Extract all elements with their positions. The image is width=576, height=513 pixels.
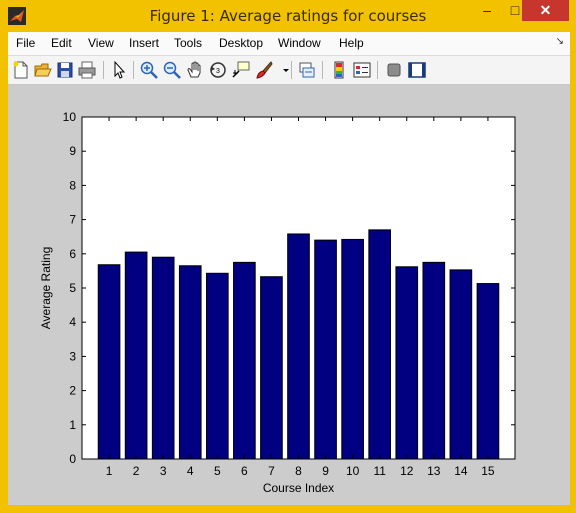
save-icon[interactable] xyxy=(55,60,75,80)
bar xyxy=(234,262,256,459)
bar xyxy=(423,262,445,459)
pan-hand-icon[interactable] xyxy=(185,60,205,80)
bar xyxy=(396,267,418,459)
figure-toolbar: 3 xyxy=(8,56,570,85)
menu-view[interactable]: View xyxy=(88,32,114,55)
x-tick-label: 3 xyxy=(160,464,167,478)
bar xyxy=(369,230,391,459)
toolbar-separator xyxy=(291,61,292,79)
print-icon[interactable] xyxy=(77,60,97,80)
x-tick-label: 5 xyxy=(214,464,221,478)
x-tick-label: 15 xyxy=(481,464,495,478)
menu-window[interactable]: Window xyxy=(278,32,321,55)
menu-tools[interactable]: Tools xyxy=(174,32,202,55)
bar xyxy=(179,266,201,459)
dock-arrow-icon[interactable]: ↘ xyxy=(556,36,564,47)
x-tick-label: 1 xyxy=(106,464,113,478)
toolbar-separator xyxy=(133,61,134,79)
y-tick-label: 2 xyxy=(69,384,76,398)
brush-icon[interactable] xyxy=(254,60,274,80)
title-bar[interactable]: Figure 1: Average ratings for courses – … xyxy=(0,0,576,32)
bar xyxy=(288,234,310,459)
link-plot-icon[interactable] xyxy=(297,60,317,80)
bar xyxy=(125,252,147,459)
toolbar-separator xyxy=(322,61,323,79)
menu-edit[interactable]: Edit xyxy=(51,32,72,55)
x-tick-label: 2 xyxy=(133,464,140,478)
toolbar-separator xyxy=(103,61,104,79)
zoom-out-icon[interactable] xyxy=(162,60,182,80)
open-folder-icon[interactable] xyxy=(33,60,53,80)
x-tick-label: 8 xyxy=(295,464,302,478)
rotate-3d-icon[interactable]: 3 xyxy=(208,60,228,80)
y-tick-label: 8 xyxy=(69,178,76,192)
x-tick-label: 4 xyxy=(187,464,194,478)
bar xyxy=(315,240,337,459)
y-tick-label: 0 xyxy=(69,452,76,466)
y-tick-label: 5 xyxy=(69,281,76,295)
x-axis-label: Course Index xyxy=(263,481,334,495)
y-tick-label: 7 xyxy=(69,213,76,227)
x-tick-label: 11 xyxy=(373,464,386,478)
colorbar-icon[interactable] xyxy=(329,60,349,80)
toolbar-separator xyxy=(377,61,378,79)
bar xyxy=(342,239,364,459)
x-tick-label: 10 xyxy=(346,464,360,478)
figure-canvas: 0 1 2 3 4 5 6 7 8 9 10 1 2 3 4 5 6 7 8 9 10 11 12 13 14 15 Course … xyxy=(8,85,570,505)
bar xyxy=(477,284,499,459)
data-cursor-icon[interactable] xyxy=(231,60,251,80)
menu-bar: File Edit View Insert Tools Desktop Wind… xyxy=(8,32,570,56)
y-tick-label: 1 xyxy=(69,418,76,432)
x-tick-label: 6 xyxy=(241,464,248,478)
menu-help[interactable]: Help xyxy=(339,32,364,55)
menu-insert[interactable]: Insert xyxy=(129,32,159,55)
y-tick-label: 6 xyxy=(69,247,76,261)
svg-text:3: 3 xyxy=(216,68,220,75)
y-tick-label: 9 xyxy=(69,144,76,158)
pointer-arrow-icon[interactable] xyxy=(109,60,129,80)
show-plot-tools-icon[interactable] xyxy=(407,60,427,80)
y-axis-label: Average Rating xyxy=(39,247,53,330)
hide-plot-tools-icon[interactable] xyxy=(384,60,404,80)
menu-desktop[interactable]: Desktop xyxy=(219,32,263,55)
y-tick-label: 4 xyxy=(69,315,76,329)
menu-file[interactable]: File xyxy=(16,32,35,55)
y-tick-label: 10 xyxy=(63,110,77,124)
bar xyxy=(261,277,283,459)
x-tick-label: 9 xyxy=(322,464,329,478)
x-tick-label: 12 xyxy=(400,464,414,478)
x-tick-label: 7 xyxy=(268,464,275,478)
brush-dropdown-icon[interactable] xyxy=(276,60,286,80)
bar xyxy=(152,257,174,459)
bar xyxy=(206,273,228,459)
zoom-in-icon[interactable] xyxy=(139,60,159,80)
y-tick-label: 3 xyxy=(69,349,76,363)
new-figure-icon[interactable] xyxy=(11,60,31,80)
bar xyxy=(98,265,120,459)
legend-icon[interactable] xyxy=(352,60,372,80)
close-button[interactable]: ✕ xyxy=(522,0,569,21)
minimize-button[interactable]: – xyxy=(472,0,502,21)
x-tick-label: 14 xyxy=(454,464,468,478)
x-tick-label: 13 xyxy=(427,464,441,478)
bar xyxy=(450,270,472,459)
